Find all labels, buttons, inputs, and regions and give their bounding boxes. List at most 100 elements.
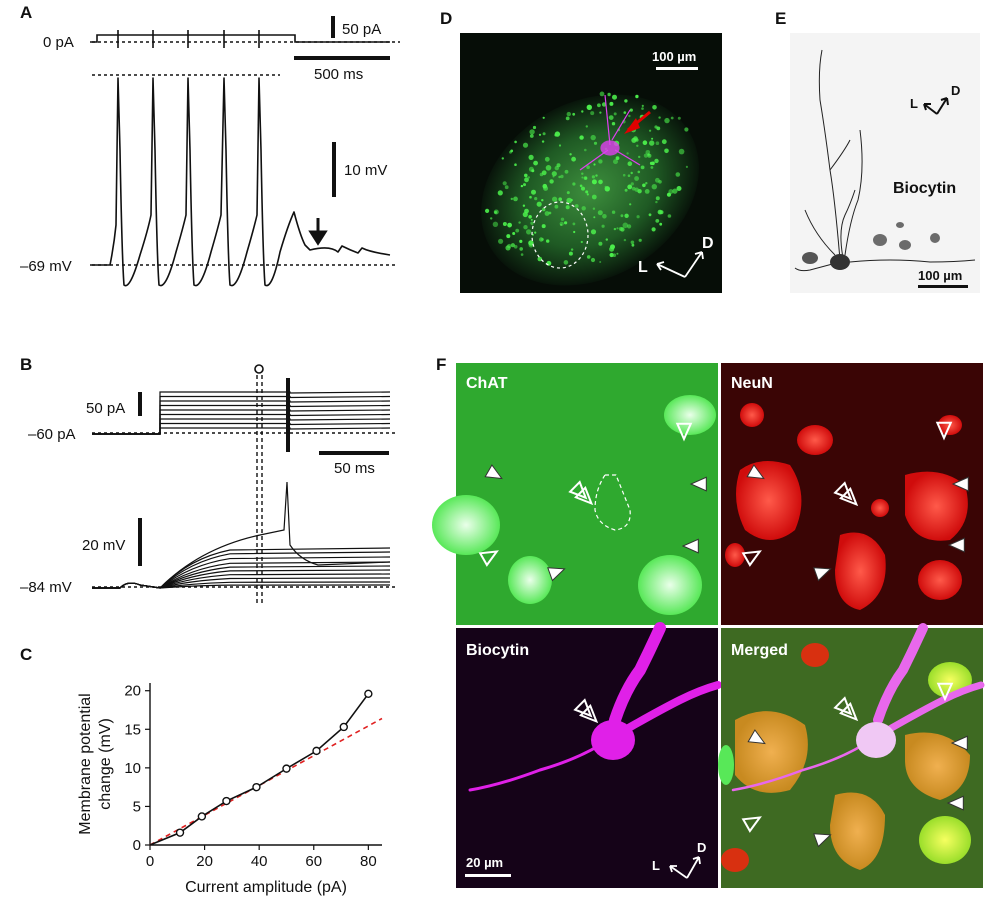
panel-f-biocytin-label: Biocytin — [466, 642, 529, 659]
cell-dot — [519, 247, 523, 251]
cell-dot — [522, 142, 529, 148]
cell-dot — [602, 214, 607, 219]
cell-dot — [548, 211, 552, 215]
cell-dot — [580, 240, 583, 244]
cell-dot — [586, 104, 592, 111]
cell-dot — [647, 153, 650, 156]
y-tick-label: 5 — [133, 798, 141, 815]
cell-dot — [544, 156, 550, 162]
cell-dot — [558, 197, 562, 201]
cell-dot — [537, 256, 543, 262]
cell-dot — [515, 228, 520, 233]
cell-dot — [655, 196, 660, 201]
cell-dot — [541, 199, 544, 202]
panel-e-scale-label: 100 µm — [918, 268, 962, 283]
panel-e-soma — [830, 254, 850, 270]
cell-dot — [645, 182, 648, 185]
cell-dot — [498, 238, 504, 244]
cell-dot — [604, 185, 607, 188]
panel-a-voltage-scale-label: 10 mV — [344, 162, 387, 179]
cell-dot — [593, 163, 596, 166]
cell-dot — [538, 133, 542, 136]
panel-f-label: F — [436, 355, 446, 374]
cell-dot — [583, 176, 588, 181]
panel-e-scalebar — [918, 285, 968, 288]
cell-dot — [616, 252, 619, 255]
cell-dot — [530, 218, 533, 221]
x-tick-label: 20 — [196, 853, 213, 870]
filled-arrowhead — [947, 537, 965, 553]
cell-dot — [633, 136, 638, 141]
y-tick-label: 15 — [124, 721, 141, 738]
cell-dot — [514, 163, 517, 166]
cell-dot — [545, 165, 552, 171]
cell-dot — [558, 144, 562, 147]
cell-dot — [528, 154, 534, 160]
y-tick-label: 10 — [124, 760, 141, 777]
panel-f-merged: Merged — [718, 623, 985, 888]
cell-dot — [613, 159, 618, 165]
cell-dot — [497, 190, 503, 196]
cell-dot — [609, 101, 614, 106]
filled-arrowhead — [681, 538, 699, 554]
filled-arrowhead — [813, 567, 832, 582]
cell-dot — [635, 94, 639, 99]
cell-dot — [586, 193, 589, 196]
cell-dot — [638, 238, 642, 242]
cell-dot — [648, 213, 652, 217]
cell-dot — [524, 177, 529, 183]
cell-dot — [584, 148, 587, 152]
cell-dot — [513, 245, 518, 249]
cell-dot — [502, 222, 507, 226]
panel-c: C 0 20 40 60 80 0 5 10 15 20 Current amplitude (pA… — [20, 645, 383, 896]
cell-dot — [528, 242, 534, 248]
cell-dot — [630, 182, 634, 186]
cell-dot — [641, 104, 644, 107]
cell-dot — [664, 148, 669, 154]
open-arrowhead — [741, 550, 762, 567]
cell-dot — [518, 221, 521, 224]
panel-b-voltage-trace — [92, 573, 391, 589]
cell-dot — [658, 116, 661, 119]
panel-b-current-baseline-label: –60 pA — [28, 426, 76, 443]
cell-dot — [627, 184, 633, 190]
cell-dot — [649, 140, 655, 146]
panel-f-neun-cells — [725, 403, 968, 610]
cell-dot — [559, 221, 564, 226]
cell-dot — [560, 174, 564, 179]
cell-dot — [529, 134, 534, 138]
cell-dot — [579, 135, 584, 140]
panel-d-filled-neuron — [579, 94, 641, 171]
cell-dot — [541, 140, 545, 143]
panel-b-time-scale-label: 50 ms — [334, 460, 375, 477]
cell-dot — [622, 173, 626, 177]
filled-arrowhead — [689, 476, 707, 492]
cell-dot — [627, 174, 631, 177]
cell-dot — [585, 190, 589, 194]
open-arrowhead — [936, 682, 954, 702]
cell-dot — [630, 171, 633, 175]
cell-dot — [552, 175, 555, 178]
cell-dot — [501, 157, 504, 160]
panel-b-marker-circle — [254, 364, 264, 374]
cell-dot — [586, 255, 591, 259]
cell-dot — [611, 210, 616, 214]
x-tick-label: 80 — [360, 853, 377, 870]
panel-b-current-scale-label: 50 pA — [86, 400, 125, 417]
cell-dot — [609, 246, 615, 252]
panel-b-current-steps — [92, 391, 391, 435]
cell-dot — [542, 183, 548, 189]
panel-d-scale-label: 100 µm — [652, 49, 696, 64]
cell-dot — [672, 188, 678, 194]
cell-dot — [657, 209, 663, 215]
panel-b-current-step — [92, 409, 391, 435]
cell-dot — [654, 158, 659, 164]
cell-dot — [554, 165, 559, 171]
panel-b: B 50 pA –60 pA 50 ms 20 mV –84 mV — [20, 355, 395, 605]
cell-dot — [572, 222, 576, 226]
open-arrowhead — [478, 550, 499, 567]
cell-dot — [552, 196, 558, 202]
cell-dot — [522, 204, 526, 207]
cell-dot — [616, 227, 619, 230]
